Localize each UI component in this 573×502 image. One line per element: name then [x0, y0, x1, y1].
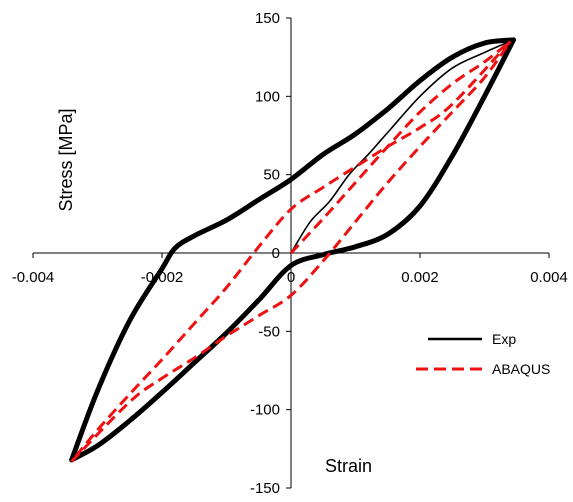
x-ticks: -0.004 -0.002 0 0.002 0.004 [12, 253, 568, 286]
y-tick-label: -100 [250, 402, 280, 419]
y-axis-title: Stress [MPa] [56, 108, 76, 211]
legend-label-exp: Exp [492, 331, 516, 347]
series-line-exp [69, 37, 516, 463]
y-tick-label: 100 [255, 88, 280, 105]
series-line-abaqus [289, 40, 512, 255]
x-axis-title: Strain [325, 456, 372, 476]
x-tick-label: 0 [287, 269, 295, 286]
y-ticks: -150 -100 -50 0 50 100 150 [250, 10, 291, 497]
series-abaqus [70, 40, 512, 463]
series-line-exp [290, 39, 515, 254]
x-tick-label: 0.002 [401, 269, 439, 286]
x-tick-label: -0.004 [12, 269, 55, 286]
y-tick-label: -150 [250, 480, 280, 497]
y-tick-label: -50 [258, 323, 280, 340]
series-line-abaqus [70, 40, 512, 463]
y-tick-label: 50 [263, 167, 280, 184]
legend-label-abaqus: ABAQUS [492, 361, 550, 377]
series-line-abaqus [70, 40, 512, 463]
plot-series [69, 37, 516, 463]
series-exp [69, 37, 516, 463]
y-tick-label: 0 [272, 245, 280, 262]
series-line-exp [69, 37, 516, 463]
y-tick-label: 150 [255, 10, 280, 27]
x-tick-label: 0.004 [530, 269, 568, 286]
legend: Exp ABAQUS [416, 331, 550, 377]
